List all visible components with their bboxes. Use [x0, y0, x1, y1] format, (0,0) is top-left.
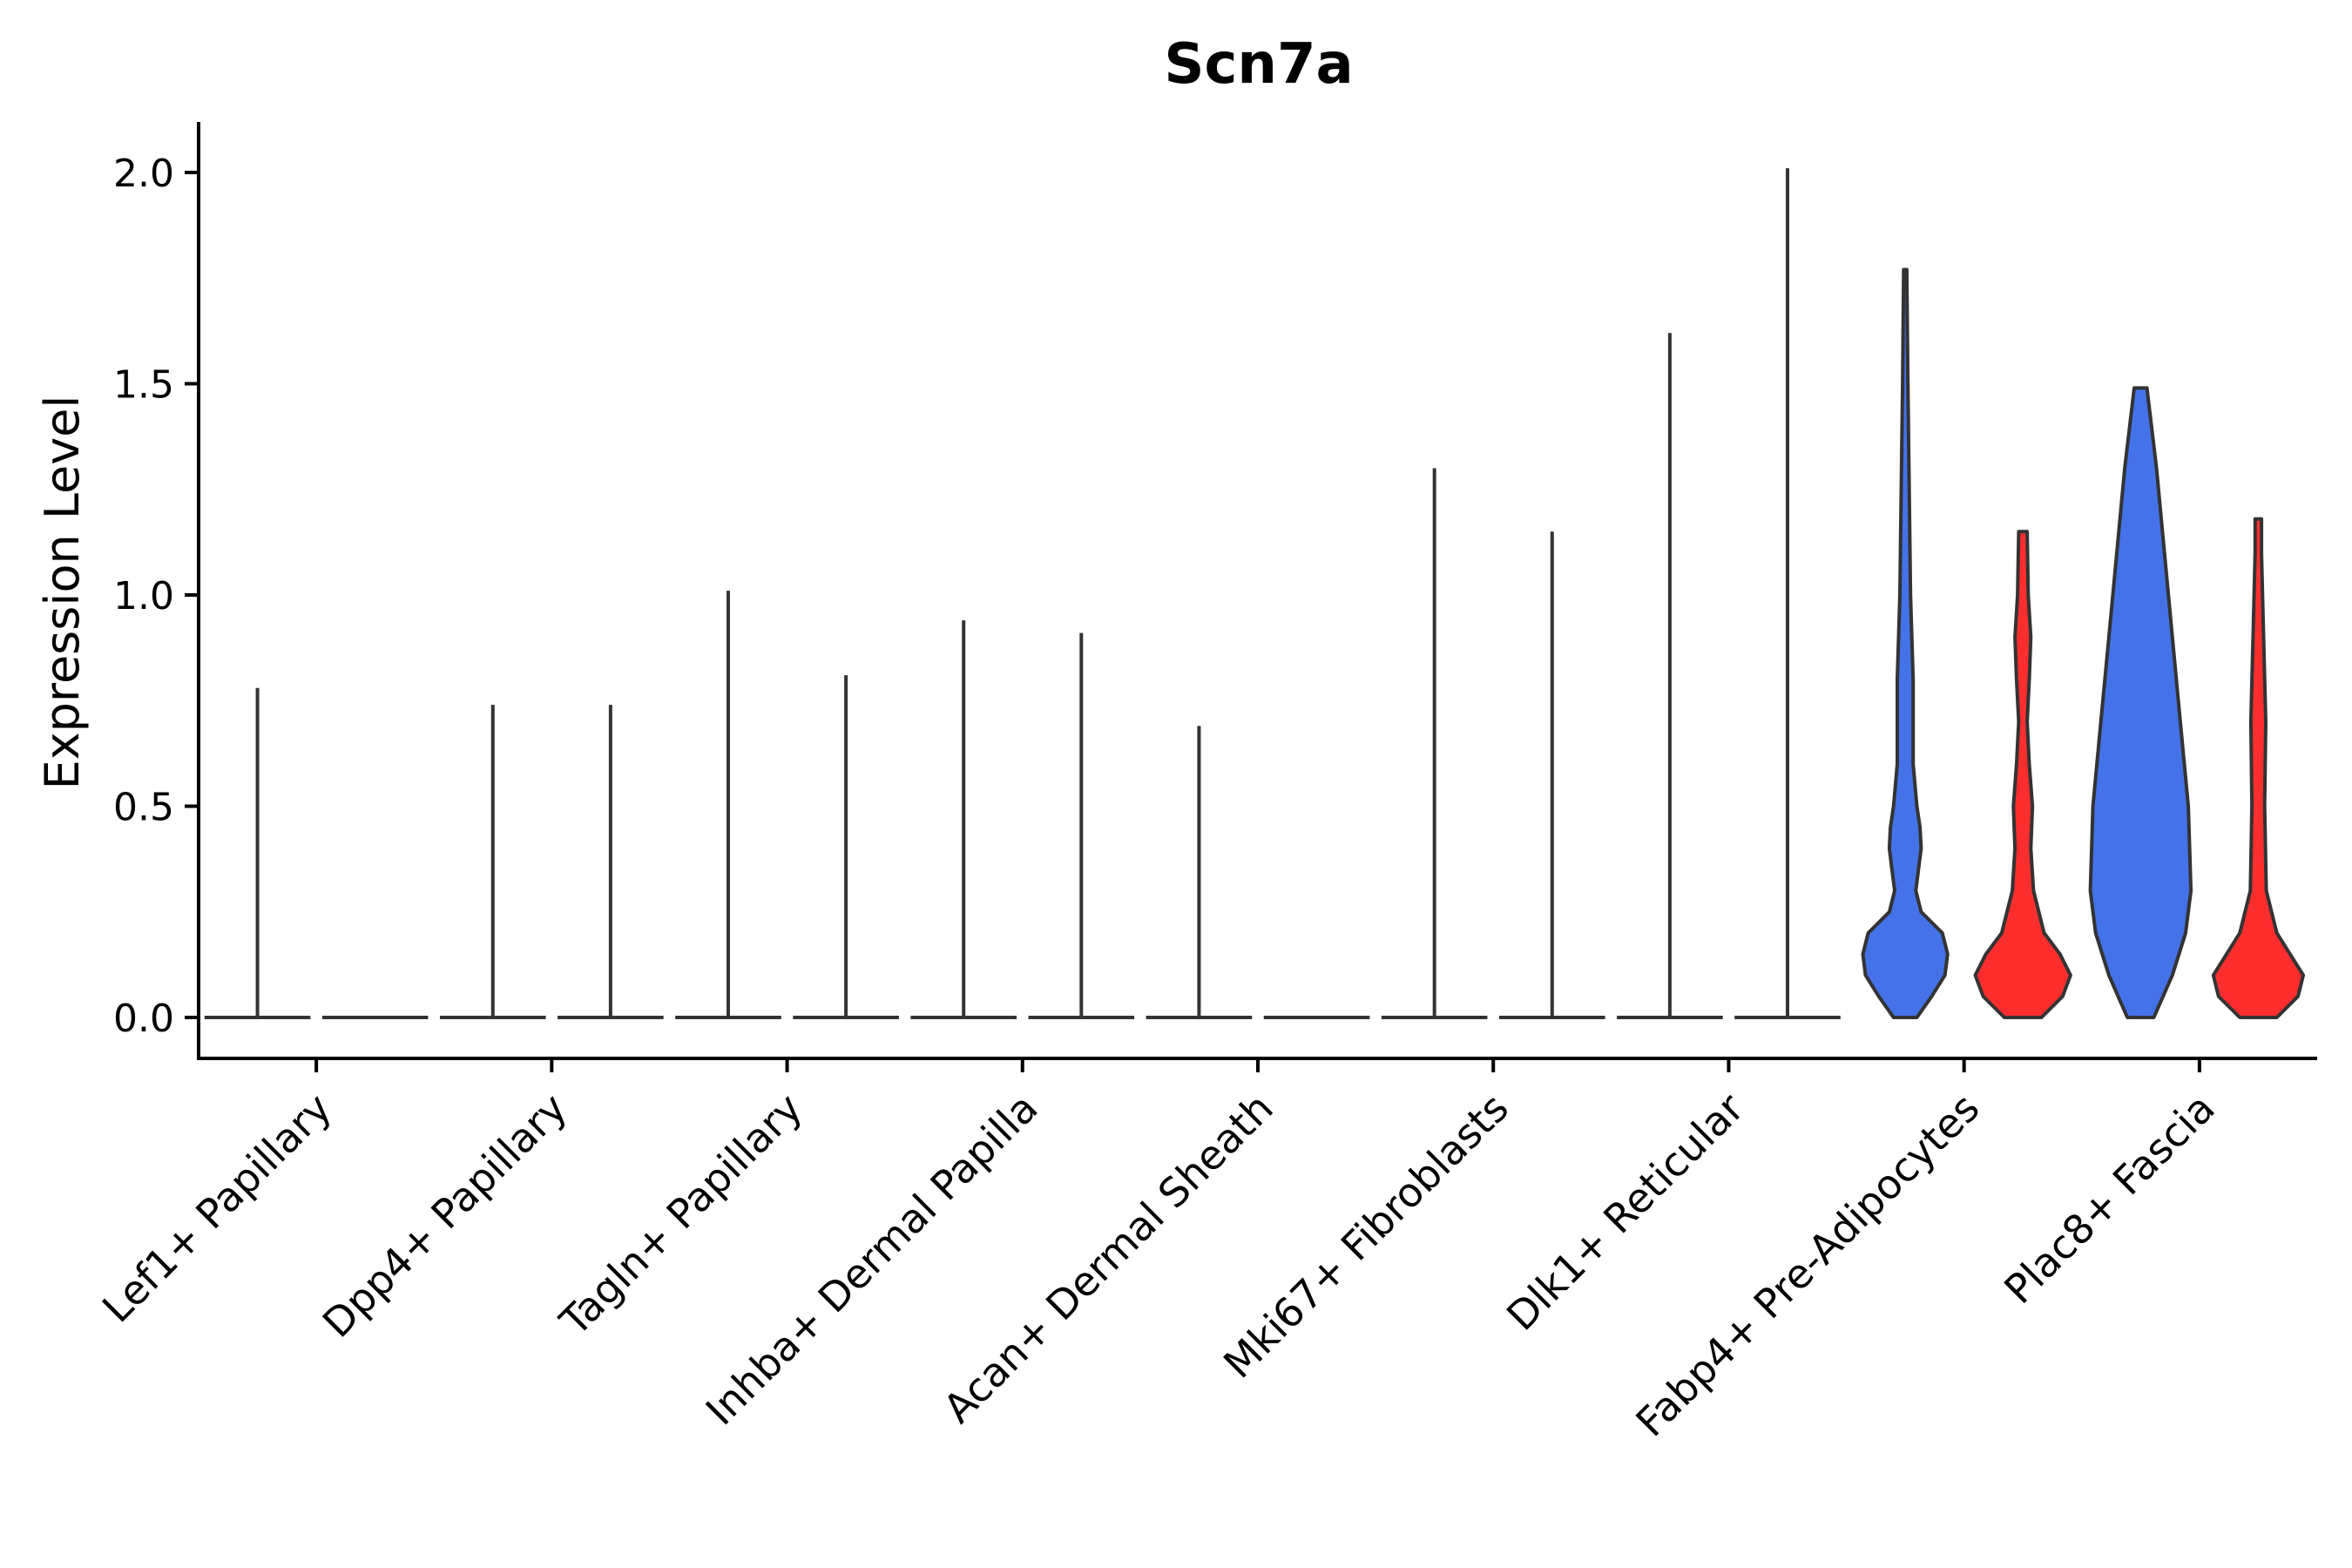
- plot-area: [204, 168, 2306, 1019]
- y-tick-label: 2.0: [113, 152, 174, 196]
- violin-body-1: [1973, 530, 2072, 1019]
- violin-body-0: [2088, 386, 2193, 1019]
- x-tick-label: Dpp4+ Papillary: [314, 1085, 576, 1347]
- chart-title: Scn7a: [1164, 32, 1353, 97]
- y-axis-label: Expression Level: [35, 395, 90, 790]
- x-tick-label: Dlk1+ Reticular: [1497, 1085, 1753, 1340]
- x-tick-label: Lef1+ Papillary: [93, 1085, 341, 1332]
- y-tick-label: 1.0: [113, 574, 174, 618]
- y-tick-label: 0.0: [113, 997, 174, 1041]
- y-tick-label: 0.5: [113, 786, 174, 830]
- y-tick-label: 1.5: [113, 363, 174, 408]
- violin-body-0: [1861, 267, 1950, 1019]
- axes: [197, 122, 2317, 1060]
- y-ticks: 0.0 0.5 1.0 1.5 2.0: [113, 152, 199, 1041]
- violin-body-1: [2211, 517, 2306, 1019]
- x-tick-label: Tagln+ Papillary: [551, 1085, 812, 1346]
- x-tick-label: Plac8+ Fascia: [1995, 1085, 2223, 1313]
